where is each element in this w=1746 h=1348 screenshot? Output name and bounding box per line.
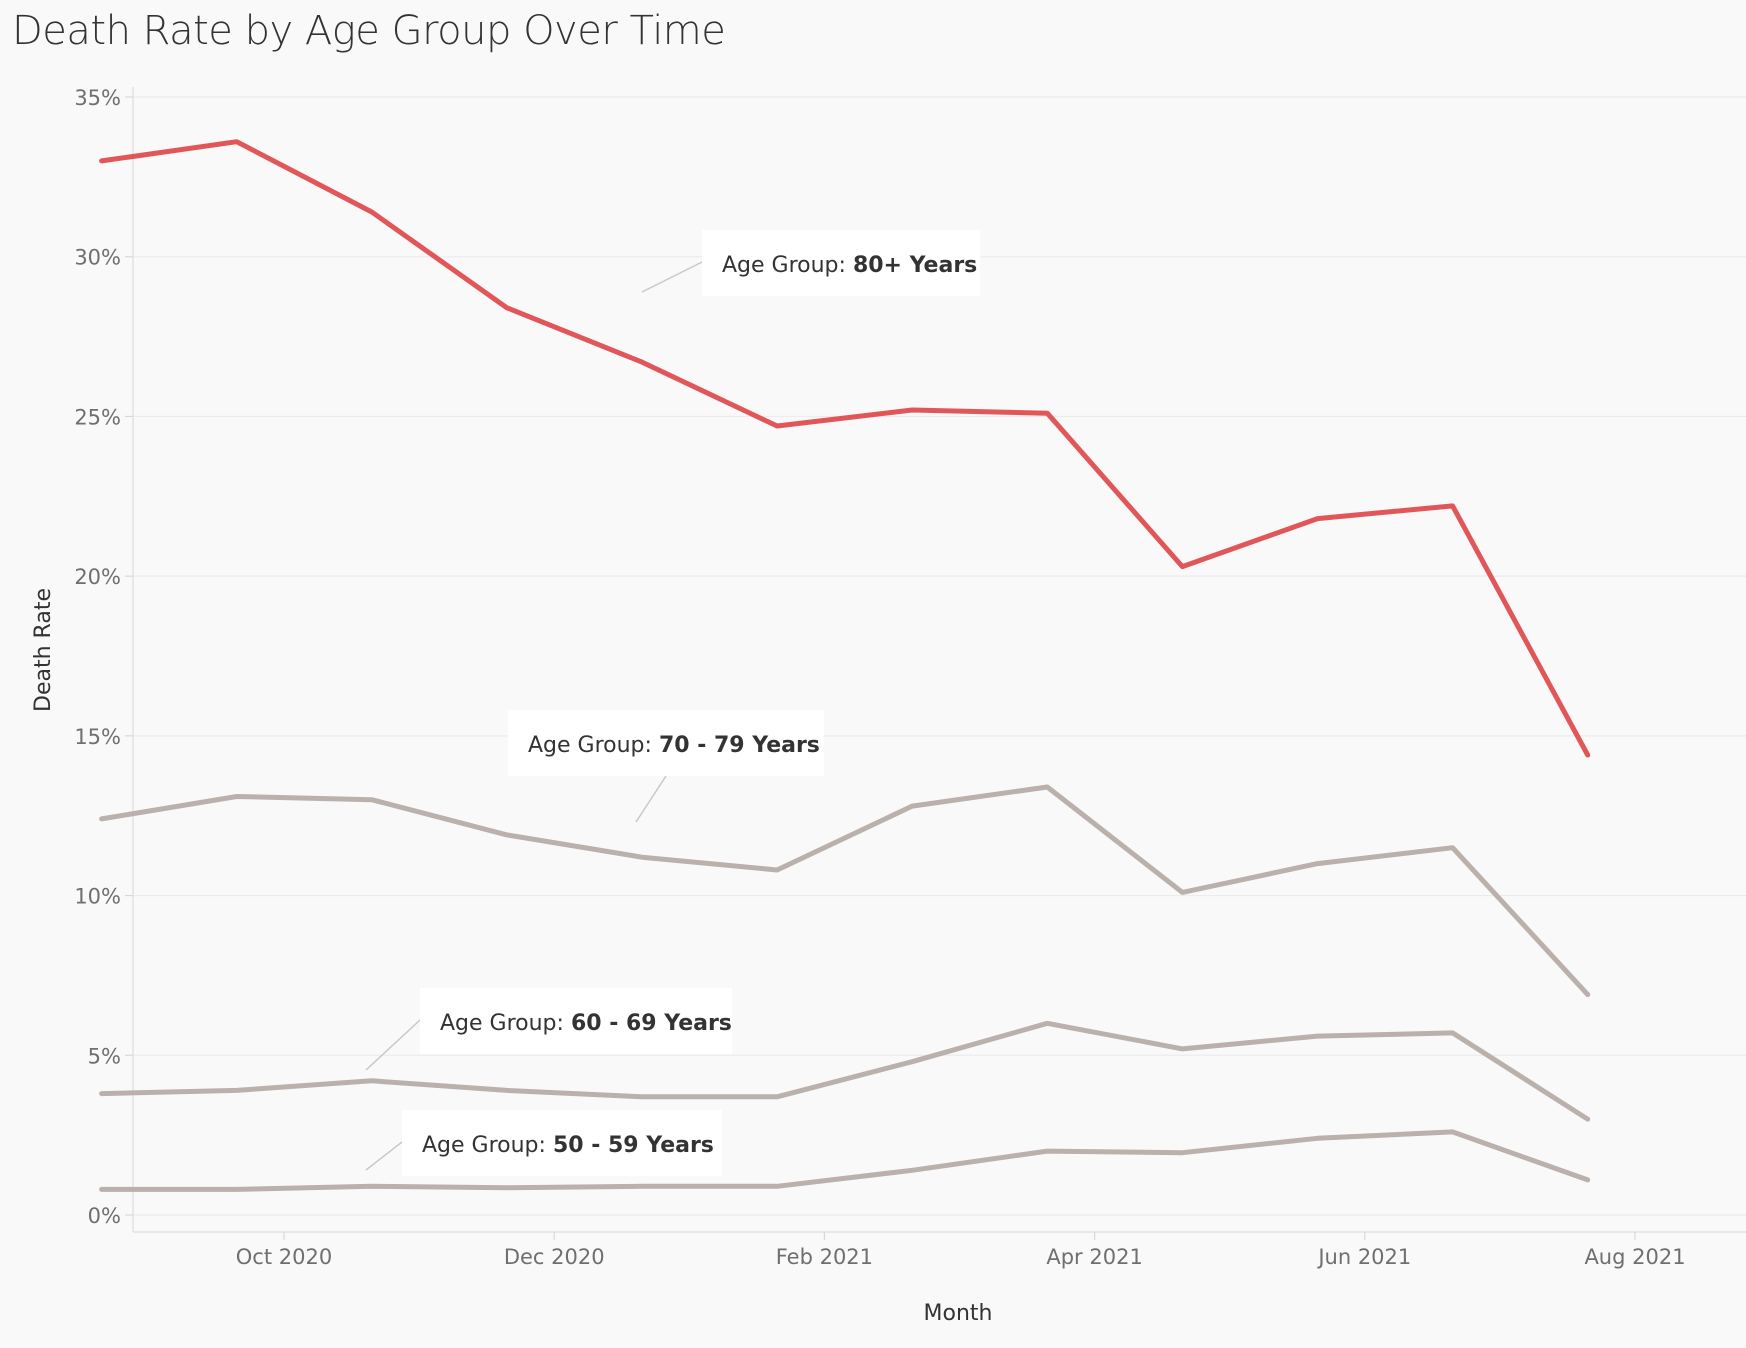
- annotation-callout: Age Group: 70 - 79 Years: [508, 710, 824, 823]
- x-tick-label: Aug 2021: [1584, 1245, 1685, 1269]
- chart-title: Death Rate by Age Group Over Time: [12, 8, 726, 54]
- annotation-leader-line: [365, 1141, 403, 1171]
- series-line-50-59-years: [99, 1129, 1591, 1192]
- y-axis-ticks: 0% 5% 10% 15% 20% 25% 30% 35%: [74, 86, 133, 1228]
- annotation-leader-line: [641, 261, 703, 293]
- x-tick-label: Oct 2020: [236, 1245, 332, 1269]
- annotation-leader-line: [635, 775, 667, 823]
- series-lines: [99, 139, 1591, 1192]
- annotation-callout: Age Group: 80+ Years: [641, 230, 980, 296]
- series-line-60-69-years: [99, 1020, 1591, 1122]
- y-tick-label: 20%: [74, 565, 121, 589]
- x-tick-label: Jun 2021: [1316, 1245, 1411, 1269]
- annotation-value: 70 - 79 Years: [659, 733, 820, 758]
- y-tick-label: 35%: [74, 86, 121, 110]
- annotation-value: 60 - 69 Years: [571, 1011, 732, 1036]
- y-tick-label: 0%: [88, 1204, 121, 1228]
- y-tick-label: 30%: [74, 246, 121, 270]
- annotation-value: 50 - 59 Years: [553, 1133, 714, 1158]
- annotation-leader-line: [365, 1019, 421, 1071]
- annotation-prefix: Age Group:: [722, 253, 853, 278]
- y-tick-label: 5%: [88, 1044, 121, 1068]
- annotation-label: Age Group: 80+ Years: [722, 253, 977, 278]
- x-axis-title: Month: [924, 1301, 993, 1326]
- annotation-value: 80+ Years: [853, 253, 977, 278]
- y-axis-title: Death Rate: [31, 588, 56, 712]
- x-tick-label: Dec 2020: [504, 1245, 605, 1269]
- annotation-box: [420, 988, 732, 1054]
- annotation-box: [508, 710, 824, 776]
- annotation-label: Age Group: 60 - 69 Years: [440, 1011, 732, 1036]
- series-line-80-years: [99, 139, 1591, 758]
- annotation-callout: Age Group: 50 - 59 Years: [365, 1110, 722, 1176]
- annotation-prefix: Age Group:: [528, 733, 659, 758]
- series-line-70-79-years: [99, 784, 1591, 998]
- annotation-box: [702, 230, 980, 296]
- y-tick-label: 10%: [74, 885, 121, 909]
- x-axis-ticks: Oct 2020 Dec 2020 Feb 2021 Apr 2021 Jun 2021…: [236, 1232, 1686, 1269]
- annotation-prefix: Age Group:: [422, 1133, 553, 1158]
- y-tick-label: 25%: [74, 405, 121, 429]
- annotation-prefix: Age Group:: [440, 1011, 571, 1036]
- annotation-label: Age Group: 50 - 59 Years: [422, 1133, 714, 1158]
- y-tick-label: 15%: [74, 725, 121, 749]
- x-tick-label: Apr 2021: [1046, 1245, 1142, 1269]
- annotation-callout: Age Group: 60 - 69 Years: [365, 988, 732, 1071]
- annotation-label: Age Group: 70 - 79 Years: [528, 733, 820, 758]
- x-tick-label: Feb 2021: [776, 1245, 873, 1269]
- annotation-box: [402, 1110, 722, 1176]
